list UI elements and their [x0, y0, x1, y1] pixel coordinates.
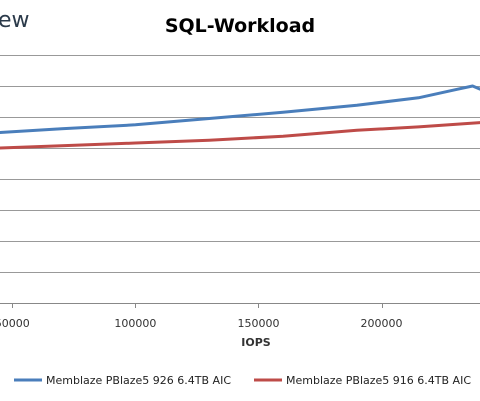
series-lines: [0, 84, 480, 150]
logo-text: ew: [0, 8, 30, 33]
x-tick-label: 100000: [114, 317, 156, 330]
x-tick-labels: 50000 100000 150000 200000: [0, 317, 403, 330]
x-tick-label: 200000: [361, 317, 403, 330]
chart-title: SQL-Workload: [165, 15, 315, 37]
x-tick-label: 50000: [0, 317, 30, 330]
series-line-1: [0, 84, 480, 134]
gridlines: [0, 55, 480, 308]
legend-label-2: Memblaze PBlaze5 916 6.4TB AIC: [286, 374, 471, 387]
legend-label-1: Memblaze PBlaze5 926 6.4TB AIC: [46, 374, 231, 387]
x-tick-label: 150000: [237, 317, 279, 330]
series-line-2: [0, 121, 480, 150]
legend: Memblaze PBlaze5 926 6.4TB AIC Memblaze P…: [14, 374, 471, 387]
x-axis-label: IOPS: [241, 336, 271, 349]
